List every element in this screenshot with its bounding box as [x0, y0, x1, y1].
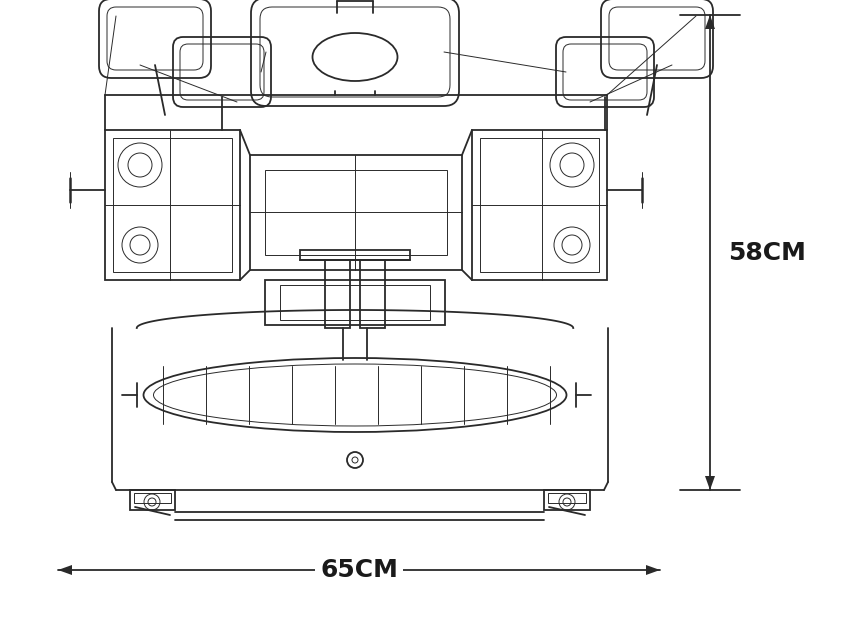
Bar — [134, 493, 171, 503]
Bar — [265, 170, 447, 255]
Polygon shape — [646, 565, 660, 575]
Polygon shape — [705, 15, 715, 29]
Bar — [300, 250, 410, 260]
Bar — [548, 493, 586, 503]
Polygon shape — [58, 565, 72, 575]
Text: 65CM: 65CM — [320, 558, 398, 582]
Bar — [105, 130, 240, 280]
Bar — [480, 138, 599, 272]
Bar — [360, 260, 385, 328]
Bar — [250, 155, 462, 270]
Bar — [265, 280, 445, 325]
Bar — [113, 138, 232, 272]
Bar — [325, 260, 350, 328]
Bar — [472, 130, 607, 280]
Bar — [544, 490, 590, 510]
Bar — [130, 490, 175, 510]
Polygon shape — [705, 476, 715, 490]
Text: 58CM: 58CM — [728, 241, 806, 264]
Bar — [280, 285, 430, 320]
